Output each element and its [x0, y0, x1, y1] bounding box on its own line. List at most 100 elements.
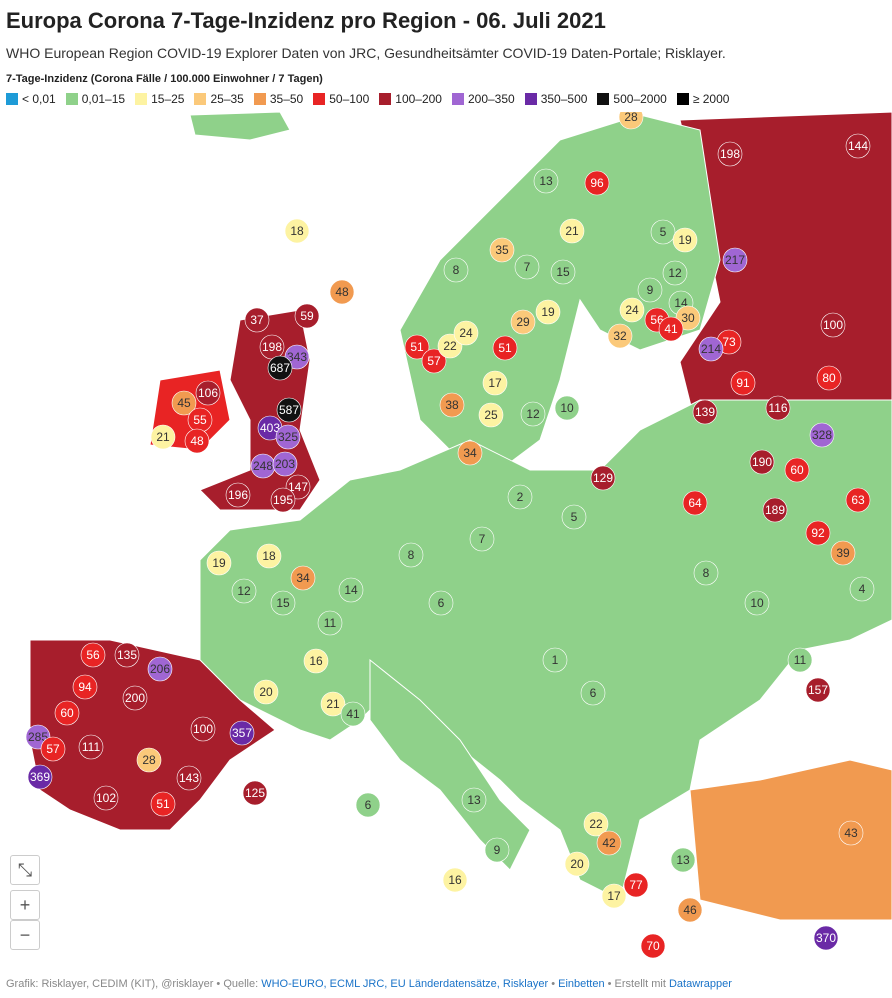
- legend-label: 50–100: [329, 92, 370, 106]
- legend-swatch: [676, 93, 689, 105]
- region: [122, 685, 148, 711]
- region-value: 55: [193, 413, 207, 427]
- legend-swatch: [65, 93, 78, 105]
- region: [564, 851, 590, 877]
- region: [692, 399, 718, 425]
- region: [276, 397, 302, 423]
- region-value: 12: [237, 584, 251, 598]
- zoom-in[interactable]: +: [10, 890, 40, 920]
- region-value: 116: [768, 401, 787, 415]
- region-value: 100: [823, 318, 843, 332]
- region-value: 8: [408, 548, 415, 562]
- region: [478, 402, 504, 428]
- region: [229, 720, 255, 746]
- region: [270, 590, 296, 616]
- legend-label: 15–25: [151, 92, 185, 106]
- region: [670, 847, 696, 873]
- region-value: 9: [647, 283, 654, 297]
- legend-item: 15–25: [135, 92, 184, 106]
- region-value: 28: [624, 112, 638, 124]
- region-value: 12: [526, 407, 540, 421]
- region: [550, 259, 576, 285]
- region: [267, 355, 293, 381]
- legend-label: ≥ 2000: [692, 92, 730, 106]
- region: [184, 428, 210, 454]
- region: [507, 484, 533, 510]
- legend-item: 100–200: [379, 92, 442, 106]
- datawrapper-link[interactable]: Datawrapper: [668, 978, 732, 990]
- legend-label: 35–50: [269, 92, 304, 106]
- region: [520, 401, 546, 427]
- legend-item: 200–350: [451, 92, 515, 106]
- region-value: 19: [678, 233, 692, 247]
- region-value: 41: [346, 707, 360, 721]
- region-value: 285: [28, 730, 48, 744]
- region-value: 106: [198, 386, 218, 400]
- region: [398, 542, 424, 568]
- region-value: 45: [177, 396, 191, 410]
- region-value: 20: [259, 685, 273, 699]
- embed-link[interactable]: Einbetten: [558, 978, 605, 990]
- region-value: 6: [590, 686, 597, 700]
- region: [484, 837, 510, 863]
- region: [849, 576, 875, 602]
- region: [275, 424, 301, 450]
- region-value: 403: [260, 421, 280, 435]
- region-value: 57: [46, 742, 60, 756]
- region-value: 7: [524, 260, 531, 274]
- region: [561, 504, 587, 530]
- region: [596, 830, 622, 856]
- region: [78, 734, 104, 760]
- region: [320, 691, 346, 717]
- title: Europa Corona 7-Tage-Inzidenz pro Region…: [6, 8, 606, 33]
- region-value: 198: [720, 147, 740, 161]
- region-value: 6: [438, 596, 445, 610]
- region-value: 143: [179, 771, 199, 785]
- region: [93, 785, 119, 811]
- region: [290, 565, 316, 591]
- region: [845, 487, 871, 513]
- region-value: 13: [467, 793, 481, 807]
- region-value: 48: [335, 285, 349, 299]
- region-value: 16: [309, 654, 323, 668]
- region-value: 24: [625, 303, 639, 317]
- region: [136, 747, 162, 773]
- land-turkey: [689, 759, 892, 921]
- region: [698, 336, 724, 362]
- region: [270, 487, 296, 513]
- region-value: 11: [324, 616, 337, 630]
- source-link[interactable]: WHO-EURO, ECML JRC, EU Länderdatensätze,…: [261, 978, 549, 990]
- region-value: 48: [190, 434, 204, 448]
- region-value: 147: [288, 480, 308, 494]
- region: [404, 334, 430, 360]
- zoom-reset[interactable]: ⤡: [10, 855, 40, 885]
- region-value: 34: [463, 446, 477, 460]
- region: [535, 299, 561, 325]
- region-value: 30: [681, 311, 695, 325]
- region: [244, 307, 270, 333]
- region-value: 144: [848, 139, 868, 153]
- region-value: 59: [300, 309, 314, 323]
- legend-swatch: [524, 93, 537, 105]
- region-value: 100: [193, 722, 213, 736]
- legend-swatch: [6, 93, 18, 105]
- legend-item: 500–2000: [597, 92, 667, 106]
- region: [554, 395, 580, 421]
- region: [672, 227, 698, 253]
- zoom-out[interactable]: −: [10, 920, 40, 950]
- region-value: 129: [593, 471, 613, 485]
- region: [272, 451, 298, 477]
- region-value: 51: [410, 340, 424, 354]
- region-value: 102: [96, 791, 116, 805]
- region: [461, 787, 487, 813]
- region: [171, 390, 197, 416]
- region-value: 5: [571, 510, 578, 524]
- region: [618, 112, 644, 130]
- region: [329, 279, 355, 305]
- region-value: 198: [262, 340, 282, 354]
- region: [749, 449, 775, 475]
- legend-swatch: [451, 93, 464, 105]
- region: [27, 764, 53, 790]
- region-value: 18: [290, 224, 304, 238]
